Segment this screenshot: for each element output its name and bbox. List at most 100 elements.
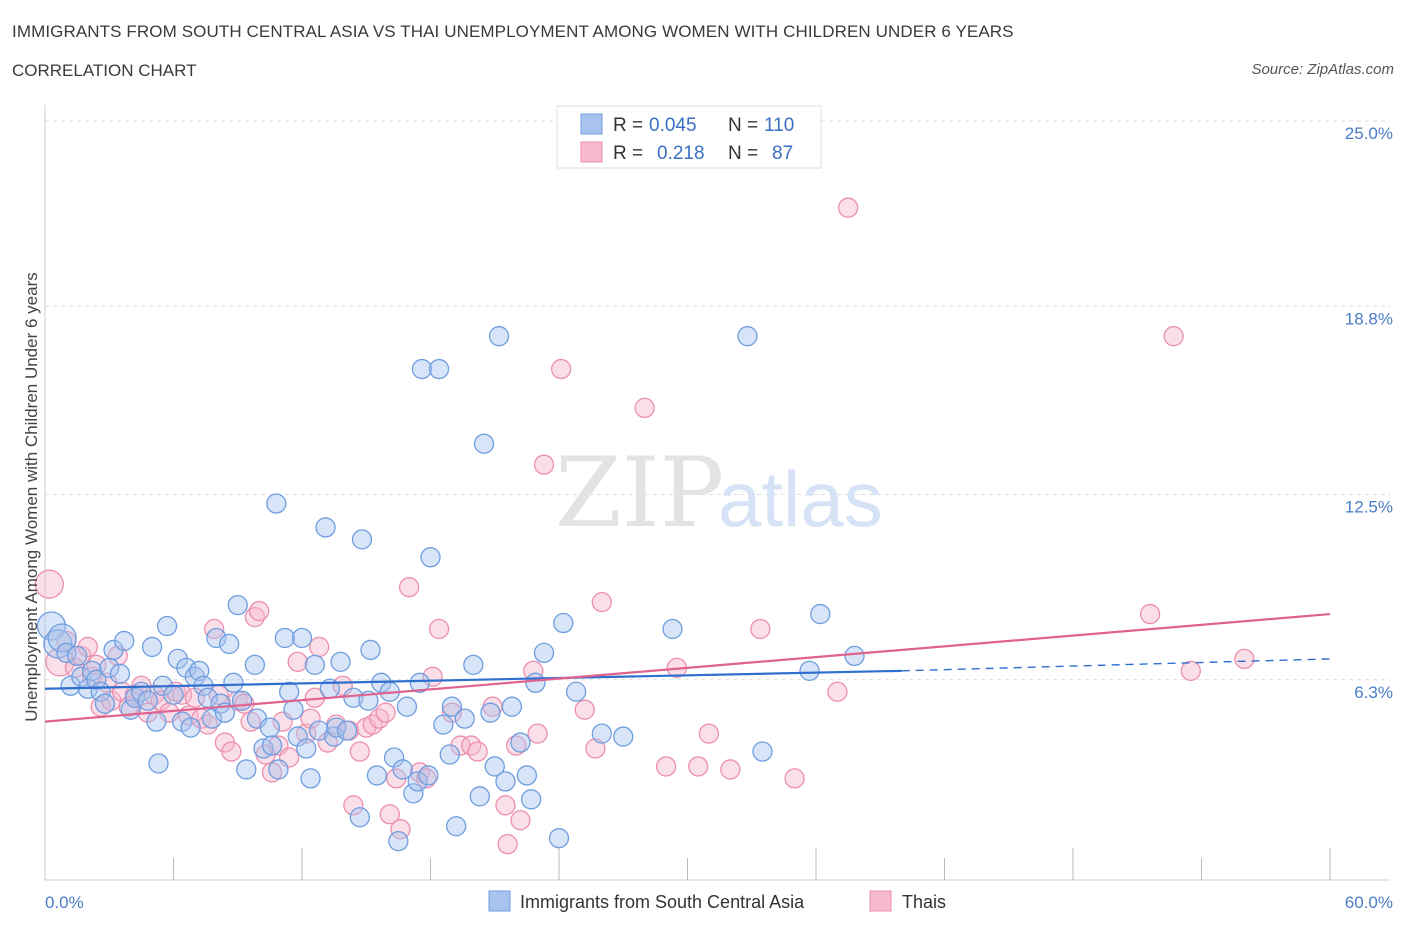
immigrants-point-93	[484, 756, 505, 777]
thais-point-89	[655, 756, 677, 777]
stats-box: R = 0.045 N = 110 R = 0.218 N = 87	[556, 105, 822, 169]
thais-point-92	[784, 768, 805, 789]
thais-point-66	[467, 741, 488, 762]
immigrants-point-85	[439, 744, 460, 765]
immigrants-point-66	[349, 807, 370, 828]
source-credit: Source: ZipAtlas.com	[1251, 61, 1394, 78]
immigrants-point-25	[163, 684, 184, 705]
immigrants-point-75	[392, 759, 413, 780]
stats-r-label-pink: R =	[613, 143, 643, 164]
y-tick-label-2: 18.8%	[1345, 309, 1393, 328]
y-tick-label-3: 25.0%	[1345, 124, 1393, 143]
y-tick-label-1: 12.5%	[1345, 498, 1393, 517]
immigrants-point-20	[141, 636, 163, 658]
watermark-zip: ZIP	[555, 437, 724, 549]
immigrants-point-6	[71, 666, 92, 687]
thais-point-74	[533, 454, 555, 475]
immigrants-point-90	[469, 786, 490, 807]
thais-point-83	[827, 681, 848, 702]
immigrants-point-91	[473, 433, 495, 454]
stats-n-label-pink: N =	[728, 143, 758, 164]
y-tick-label-0: 6.3%	[1354, 683, 1393, 702]
immigrants-point-42	[236, 759, 257, 780]
immigrants-point-56	[300, 768, 321, 789]
immigrants-point-46	[259, 717, 281, 738]
immigrants-point-103	[553, 612, 574, 634]
immigrants-point-19	[137, 690, 158, 711]
immigrants-point-9	[86, 669, 107, 690]
thais-point-81	[688, 756, 709, 777]
immigrants-point-2	[47, 623, 77, 653]
thais-point-86	[1180, 660, 1201, 681]
immigrants-point-96	[501, 696, 523, 717]
immigrants-point-15	[114, 630, 135, 652]
thais-point-71	[510, 810, 531, 831]
stats-n-label-blue: N =	[728, 115, 758, 136]
immigrants-point-22	[148, 753, 169, 774]
thais-point-87	[1163, 326, 1184, 347]
stats-r-value-pink: 0.218	[657, 143, 705, 164]
immigrants-point-41	[231, 690, 253, 711]
thais-point-82	[750, 618, 771, 640]
thais-point-77	[585, 738, 606, 759]
x-tick-label-0: 0.0%	[45, 893, 84, 912]
immigrants-point-14	[109, 663, 131, 684]
thais-point-53	[368, 708, 390, 729]
thais-point-44	[308, 636, 330, 658]
legend-swatch-thais	[869, 890, 892, 912]
immigrants-point-89	[463, 654, 484, 676]
immigrants-point-11	[94, 693, 116, 714]
thais-point-50	[349, 741, 370, 762]
immigrants-point-21	[146, 711, 167, 732]
immigrants-point-77	[403, 783, 424, 804]
immigrants-point-101	[533, 642, 555, 664]
thais-point-88	[1234, 648, 1255, 670]
immigrants-point-43	[244, 654, 266, 676]
immigrants-point-54	[291, 627, 313, 649]
immigrants-point-69	[360, 639, 381, 661]
trend-line-immigrants	[44, 669, 902, 690]
immigrants-point-87	[446, 816, 467, 837]
immigrants-point-0	[36, 611, 67, 641]
series-immigrants-points	[36, 326, 865, 852]
immigrants-point-99	[521, 789, 542, 810]
thais-point-73	[527, 723, 548, 744]
immigrants-point-17	[124, 687, 146, 708]
watermark: ZIP atlas	[555, 437, 883, 549]
thais-point-76	[574, 699, 595, 720]
stats-swatch-pink	[580, 141, 603, 163]
immigrants-point-97	[510, 732, 531, 753]
legend-swatch-immigrants	[488, 890, 511, 912]
series-thais-points	[34, 197, 1255, 855]
immigrants-point-67	[351, 529, 373, 550]
trend-lines	[44, 612, 1331, 723]
immigrants-point-109	[752, 741, 773, 762]
immigrants-point-29	[180, 717, 201, 738]
x-tick-labels: 0.0% 60.0%	[45, 893, 1393, 912]
stats-r-value-blue: 0.045	[649, 115, 697, 136]
thais-point-0	[34, 569, 64, 599]
immigrants-point-52	[283, 699, 304, 720]
immigrants-point-31	[189, 660, 210, 681]
immigrants-point-40	[227, 594, 248, 616]
stats-r-label-blue: R =	[613, 115, 643, 136]
immigrants-point-79	[409, 672, 430, 693]
immigrants-point-106	[613, 726, 634, 747]
immigrants-point-39	[223, 672, 244, 693]
x-tick-label-1: 60.0%	[1345, 893, 1393, 912]
immigrants-point-83	[428, 358, 450, 380]
immigrants-point-95	[495, 771, 516, 792]
immigrants-point-70	[366, 765, 388, 786]
thais-point-40	[287, 651, 308, 673]
immigrants-point-105	[591, 723, 612, 744]
immigrants-point-82	[420, 547, 441, 568]
immigrants-point-80	[418, 765, 439, 786]
immigrants-point-50	[274, 627, 296, 649]
immigrants-point-55	[296, 738, 317, 759]
immigrants-point-47	[261, 735, 283, 756]
thais-point-34	[249, 600, 270, 622]
immigrants-point-38	[219, 633, 240, 655]
trend-line-immigrants-extension	[901, 658, 1331, 672]
thais-point-68	[495, 795, 516, 816]
chart-subtitle: CORRELATION CHART	[12, 61, 197, 80]
